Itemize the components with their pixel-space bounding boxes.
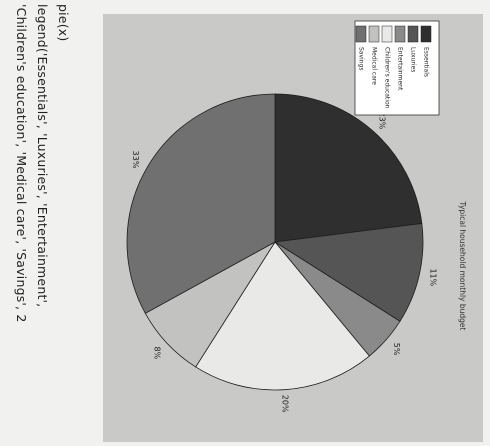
code-line-pie: pie(x) [56,4,71,42]
legend-entry-luxuries: Luxuries [410,47,417,72]
legend: Essentials Luxuries Entertainment Children'… [354,20,440,116]
pie-label-medical-care: 8% [152,347,161,360]
pie-label-savings: 33% [131,151,140,169]
pie-slice-children-s-education [195,241,370,391]
legend-entry-essentials: Essentials [423,47,430,77]
chart-title: Typical household monthly budget [458,201,467,331]
legend-entry-savings: Savings [358,47,365,70]
legend-swatch-essentials [420,25,432,43]
pie-label-luxuries: 11% [429,268,438,286]
code-line-legend-cont: 'Children's education', 'Medical care', … [14,4,29,323]
pie-slice-savings [126,93,276,314]
pie-slice-essentials [274,93,423,243]
pie-label-children-s-education: 20% [281,395,290,413]
legend-swatch-savings [355,25,367,43]
pie-chart: 23% 11% 5% 20% 8% 33% Typical household monthl… [126,20,467,413]
legend-entry-entertainment: Entertainment [397,47,404,91]
figure-window: 23% 11% 5% 20% 8% 33% Typical household monthl… [103,14,483,442]
legend-swatch-luxuries [407,25,419,43]
legend-entry-medical-care: Medical care [371,47,378,85]
legend-swatch-entertainment [394,25,406,43]
legend-swatch-children-s-education [381,25,393,43]
pie-label-entertainment: 5% [392,343,401,356]
legend-entry-children-s-education: Children's education [384,47,391,109]
code-line-legend: legend('Essentials', 'Luxuries', 'Entert… [35,4,50,308]
pie-slice-luxuries [273,223,424,322]
code-block: pie(x) legend('Essentials', 'Luxuries', … [0,0,80,446]
pie-label-essentials: 23% [378,112,387,130]
legend-swatch-medical-care [368,25,380,43]
